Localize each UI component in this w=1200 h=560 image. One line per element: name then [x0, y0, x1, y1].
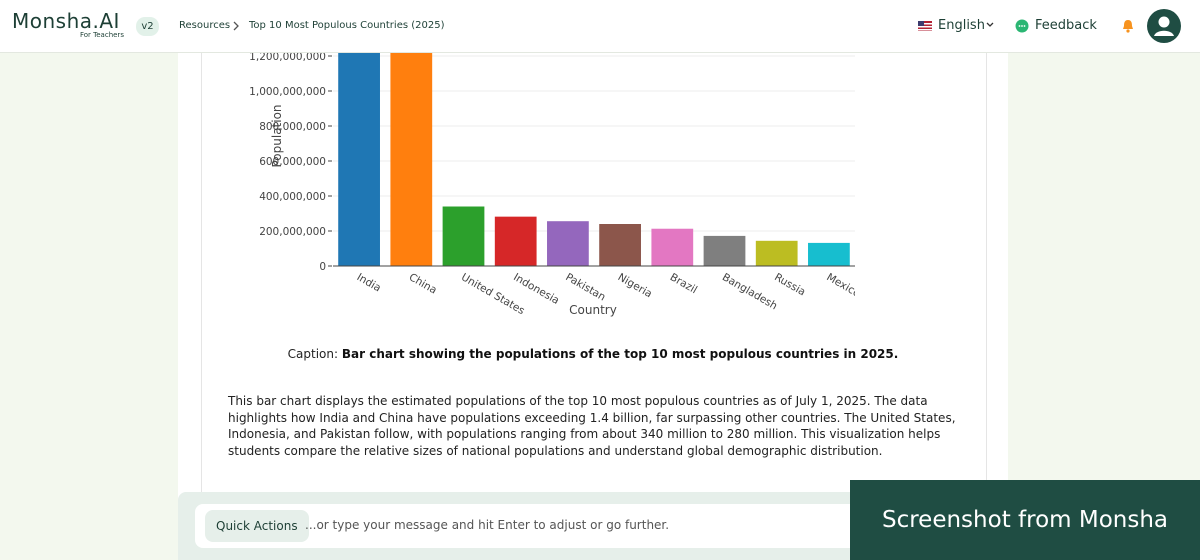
- y-tick-label: 800,000,000: [259, 121, 326, 133]
- y-tick-label: 600,000,000: [259, 156, 326, 168]
- bar: [703, 235, 746, 266]
- caption-text: Bar chart showing the populations of the…: [341, 347, 899, 361]
- y-tick-label: 0: [319, 261, 326, 273]
- x-tick-label: Brazil: [668, 271, 699, 296]
- header: Monsha.AI For Teachers v2 Resources Top …: [0, 0, 1200, 53]
- description: This bar chart displays the estimated po…: [228, 394, 956, 458]
- input-placeholder: ...or type your message and hit Enter to…: [305, 518, 670, 532]
- quick-actions-button[interactable]: Quick Actions: [205, 510, 309, 542]
- chart: Country Population 0 200,000,000 400,000,0…: [249, 10, 875, 318]
- avatar[interactable]: [1147, 9, 1181, 43]
- chart-clip-cover: [855, 268, 875, 308]
- message-input[interactable]: [195, 504, 895, 548]
- caption: Caption: Bar chart showing the populatio…: [201, 347, 985, 361]
- bar: [808, 242, 850, 266]
- x-tick-label: Bangladesh: [720, 271, 779, 312]
- bell-icon[interactable]: [1121, 18, 1135, 34]
- y-axis-title: Population: [270, 104, 284, 167]
- content-card: [201, 0, 987, 500]
- breadcrumb-current: Top 10 Most Populous Countries (2025): [249, 20, 445, 31]
- logo-sub: For Teachers: [80, 31, 124, 39]
- x-tick-label: Pakistan: [563, 271, 607, 303]
- caption-prefix: Caption:: [287, 347, 339, 361]
- x-tick-label: India: [355, 271, 383, 294]
- breadcrumb-link[interactable]: Resources: [179, 20, 231, 31]
- x-tick-label: China: [407, 271, 439, 296]
- x-axis-title: Country: [569, 303, 617, 317]
- y-tick-label: 1,000,000,000: [249, 86, 326, 98]
- logo[interactable]: Monsha.AI: [12, 9, 120, 33]
- bar: [651, 228, 694, 266]
- y-tick-label: 200,000,000: [259, 226, 326, 238]
- version-badge: v2: [136, 17, 159, 36]
- y-tick-label: 400,000,000: [259, 191, 326, 203]
- bar: [338, 10, 380, 266]
- chevron: [233, 21, 239, 31]
- bar: [599, 224, 641, 266]
- x-tick-label: Russia: [772, 271, 807, 298]
- bar: [442, 206, 485, 266]
- bar: [547, 221, 589, 266]
- bar: [755, 240, 798, 266]
- chevron-down: [986, 22, 994, 27]
- feedback-button[interactable]: Feedback: [1035, 18, 1097, 33]
- bar: [390, 17, 433, 266]
- watermark-banner: Screenshot from Monsha: [850, 480, 1200, 560]
- feedback-icon: [1015, 19, 1029, 33]
- y-tick-label: 1,200,000,000: [249, 51, 326, 63]
- x-tick-label: Nigeria: [616, 271, 655, 300]
- language-select[interactable]: English: [938, 18, 985, 33]
- flag-icon: [918, 21, 932, 31]
- bar: [494, 216, 537, 266]
